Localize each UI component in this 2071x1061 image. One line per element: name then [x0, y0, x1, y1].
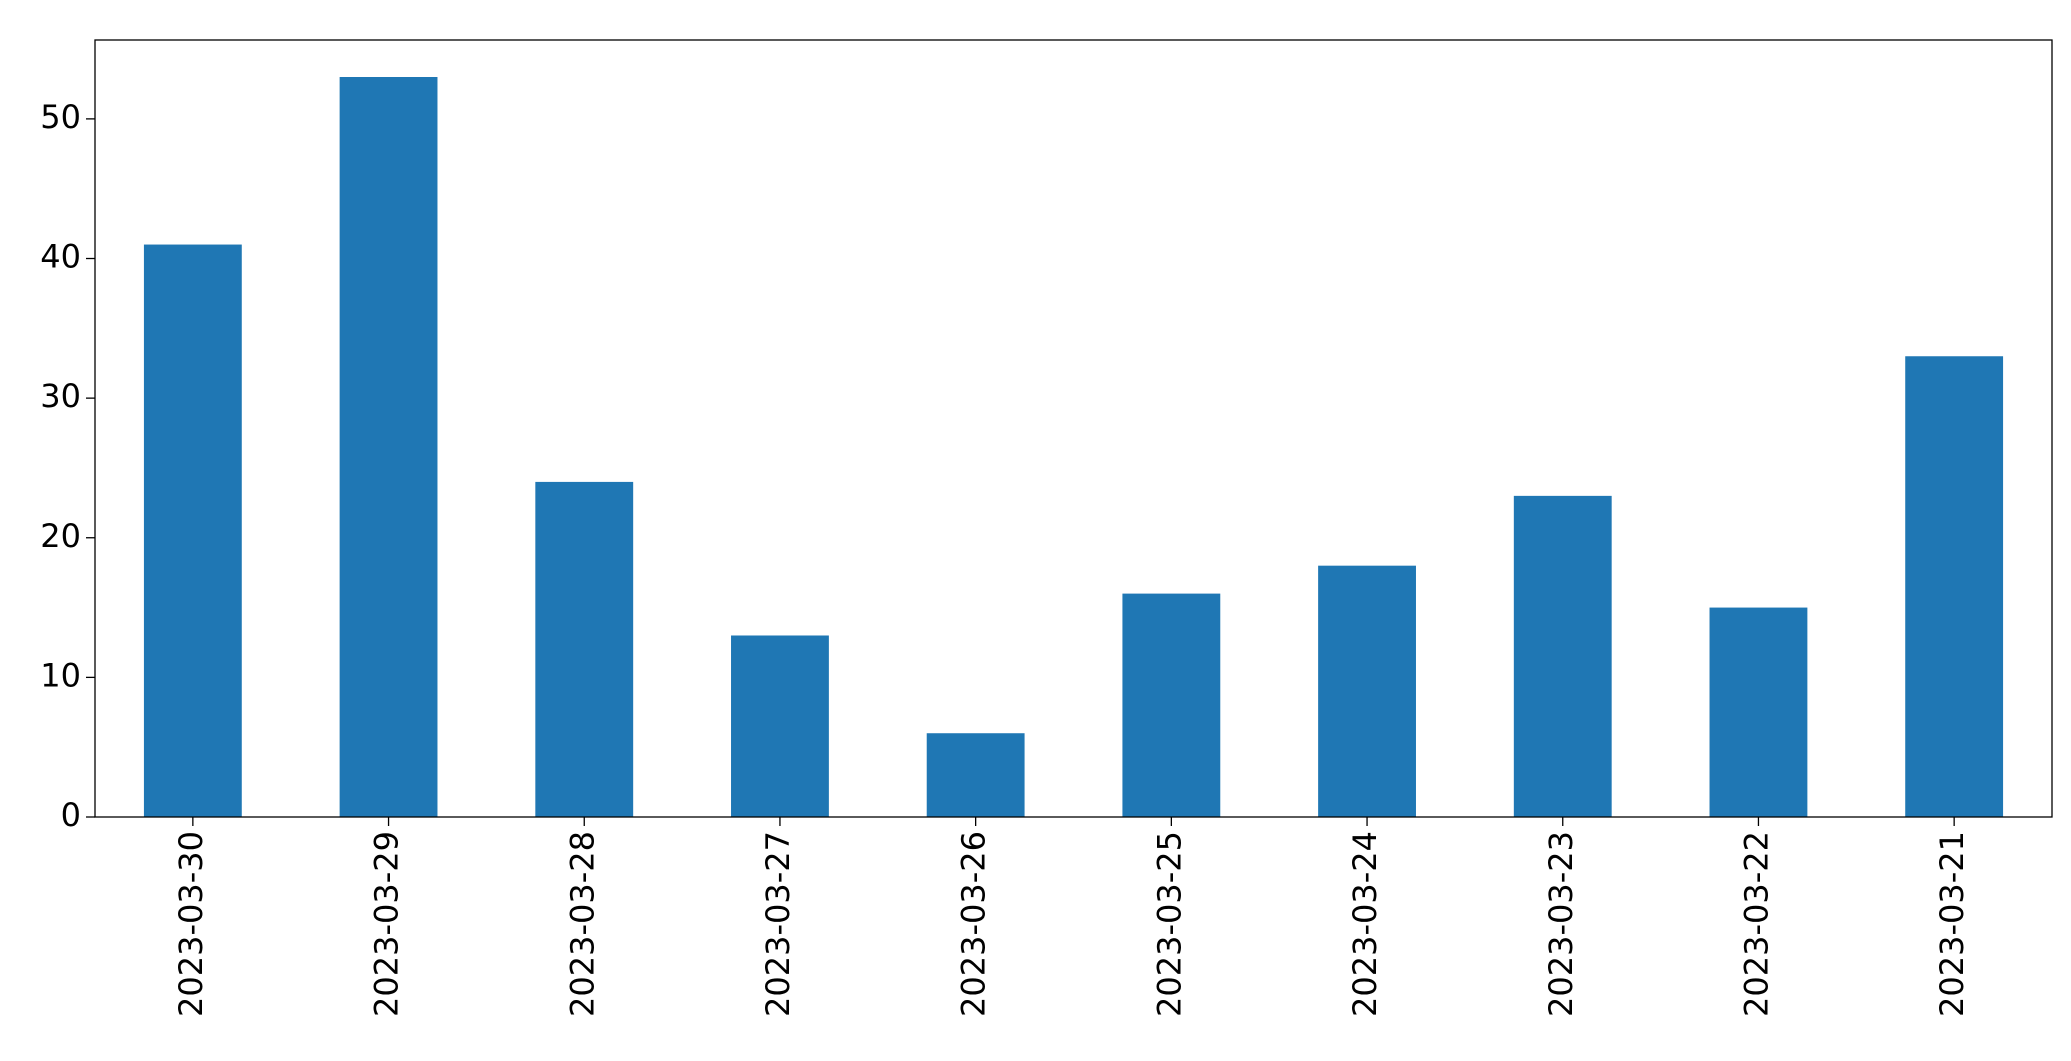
- y-tick-label: 50: [40, 98, 81, 136]
- bar: [535, 481, 634, 817]
- x-tick-label: 2023-03-26: [955, 831, 993, 1017]
- x-tick-label: 2023-03-27: [759, 831, 797, 1017]
- bar: [143, 244, 242, 817]
- y-tick-label: 0: [61, 796, 81, 834]
- bar: [1513, 495, 1612, 817]
- bar: [1318, 565, 1416, 817]
- bar: [1709, 607, 1808, 817]
- x-tick-label: 2023-03-25: [1150, 831, 1188, 1017]
- x-tick-label: 2023-03-21: [1933, 831, 1971, 1017]
- plot-frame: [94, 39, 2053, 818]
- x-tick-label: 2023-03-28: [563, 831, 601, 1017]
- y-tick-label: 30: [40, 377, 81, 415]
- bar: [339, 77, 438, 817]
- y-tick-label: 40: [40, 238, 81, 276]
- y-tick-label: 20: [40, 517, 81, 555]
- x-tick-label: 2023-03-30: [172, 831, 210, 1017]
- x-tick-label: 2023-03-22: [1737, 831, 1775, 1017]
- x-tick-label: 2023-03-24: [1346, 831, 1384, 1017]
- bar: [731, 635, 829, 817]
- x-tick-label: 2023-03-23: [1542, 831, 1580, 1017]
- bar: [1122, 593, 1221, 817]
- x-tick-label: 2023-03-29: [368, 831, 406, 1017]
- bar: [926, 733, 1025, 817]
- y-tick-label: 10: [40, 656, 81, 694]
- bar: [1905, 356, 2004, 817]
